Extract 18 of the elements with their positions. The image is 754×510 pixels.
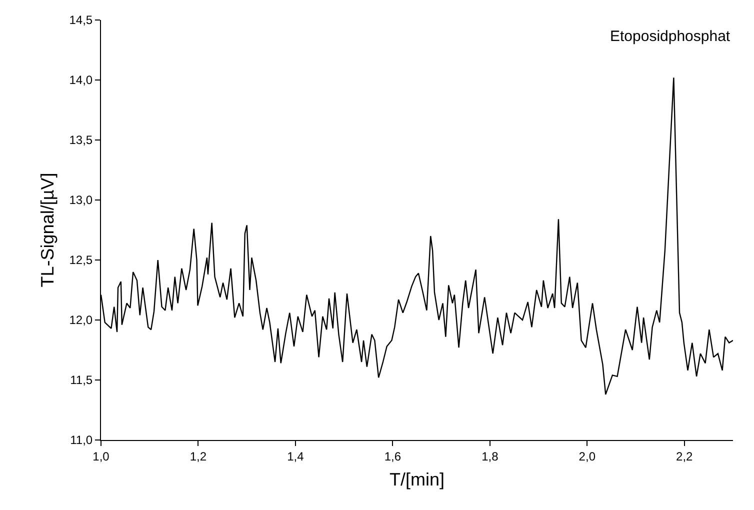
y-tick-label: 14,5 (69, 13, 93, 28)
y-tick-label: 11,5 (70, 373, 93, 388)
y-axis-title: TL-Signal/[µV] (37, 172, 58, 288)
x-tick-label: 1,4 (287, 449, 304, 464)
y-tick-label: 13,0 (69, 193, 93, 208)
y-tick-label: 12,0 (69, 313, 93, 328)
x-axis-title: T/[min] (389, 470, 445, 490)
y-tick-label: 12,5 (69, 253, 93, 268)
y-tick-label: 11,0 (70, 433, 93, 448)
x-tick-label: 2,0 (578, 449, 596, 464)
x-tick-label: 1,0 (92, 449, 110, 464)
y-tick-label: 14,0 (69, 73, 93, 88)
x-tick-label: 1,6 (384, 449, 402, 464)
x-tick-label: 1,2 (190, 449, 207, 464)
annotation: Etoposidphosphat (610, 28, 731, 45)
x-tick-label: 1,8 (482, 449, 499, 464)
y-tick-label: 13,5 (69, 133, 93, 148)
x-tick-label: 2,2 (676, 449, 694, 464)
